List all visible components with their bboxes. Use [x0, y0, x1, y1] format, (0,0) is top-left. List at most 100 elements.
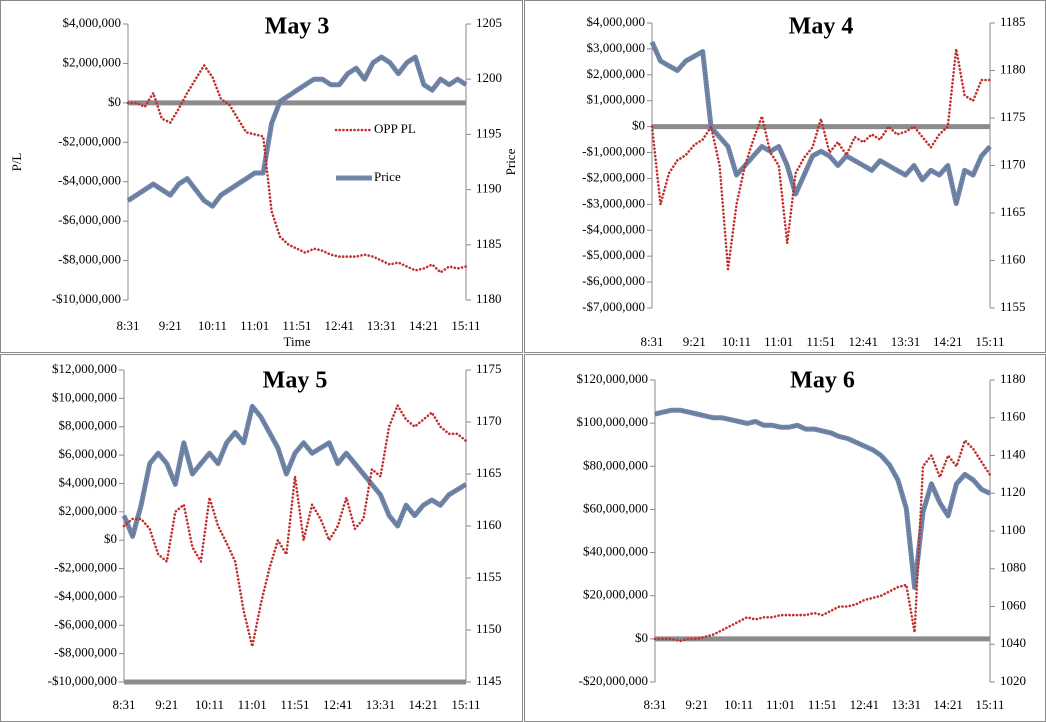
x-tick-label: 14:21 — [933, 697, 963, 712]
x-tick-label: 9:21 — [159, 318, 182, 333]
y-tick-label: $80,000,000 — [583, 457, 648, 472]
y-tick-label: $3,000,000 — [587, 40, 646, 55]
x-tick-label: 12:41 — [850, 697, 880, 712]
y-tick-label: $0 — [635, 630, 648, 645]
x-tick-label: 8:31 — [643, 697, 666, 712]
y2-tick-label: 1100 — [1000, 522, 1026, 537]
y-tick-label: -$10,000,000 — [52, 291, 121, 306]
y2-tick-label: 1040 — [1000, 635, 1026, 650]
x-tick-label: 12:41 — [323, 697, 353, 712]
y2-tick-label: 1180 — [1000, 61, 1026, 76]
y2-tick-label: 1205 — [476, 15, 502, 30]
y2-tick-label: 1175 — [476, 361, 502, 376]
y-tick-label: -$6,000,000 — [58, 212, 121, 227]
x-tick-label: 11:51 — [808, 697, 837, 712]
x-tick-label: 11:01 — [766, 697, 795, 712]
y-tick-label: $6,000,000 — [59, 446, 118, 461]
y-tick-label: $100,000,000 — [577, 414, 649, 429]
series-line-hatch — [651, 41, 991, 204]
y-tick-label: -$2,000,000 — [582, 169, 645, 184]
y-tick-label: $4,000,000 — [59, 474, 118, 489]
y-tick-label: $40,000,000 — [583, 544, 648, 559]
y2-tick-label: 1175 — [1000, 109, 1026, 124]
x-tick-label: 13:31 — [891, 334, 921, 349]
panel — [524, 354, 1046, 722]
y2-tick-label: 1145 — [476, 673, 502, 688]
x-tick-label: 11:01 — [764, 334, 793, 349]
x-tick-label: 8:31 — [112, 697, 135, 712]
x-tick-label: 11:51 — [280, 697, 309, 712]
y-tick-label: $0 — [104, 531, 117, 546]
y-tick-label: -$4,000,000 — [54, 588, 117, 603]
x-tick-label: 10:11 — [195, 697, 224, 712]
x-tick-label: 10:11 — [198, 318, 227, 333]
y2-tick-label: 1080 — [1000, 560, 1026, 575]
x-tick-label: 13:31 — [366, 697, 396, 712]
chart-title: May 3 — [265, 14, 330, 40]
x-tick-label: 14:21 — [409, 318, 439, 333]
x-tick-label: 11:01 — [238, 697, 267, 712]
y2-tick-label: 1185 — [476, 236, 502, 251]
y-tick-label: $20,000,000 — [583, 587, 648, 602]
series-line — [122, 404, 468, 648]
y-tick-label: -$2,000,000 — [58, 133, 121, 148]
y-axis-label: P/L — [9, 153, 24, 172]
y2-tick-label: 1155 — [476, 569, 502, 584]
y2-tick-label: 1020 — [1000, 673, 1026, 688]
y-tick-label: -$5,000,000 — [582, 247, 645, 262]
x-tick-label: 10:11 — [724, 697, 753, 712]
y2-tick-label: 1190 — [476, 181, 502, 196]
y-tick-label: -$6,000,000 — [54, 616, 117, 631]
series-line-hatch — [654, 409, 991, 588]
y-tick-label: $8,000,000 — [59, 418, 118, 433]
panel — [0, 0, 523, 353]
y2-tick-label: 1140 — [1000, 446, 1026, 461]
y-tick-label: -$10,000,000 — [48, 673, 117, 688]
y-tick-label: -$7,000,000 — [582, 299, 645, 314]
y-tick-label: -$1,000,000 — [582, 144, 645, 159]
y-tick-label: $1,000,000 — [587, 92, 646, 107]
y-tick-label: -$20,000,000 — [579, 673, 648, 688]
y-tick-label: $4,000,000 — [63, 15, 122, 30]
y-tick-label: $120,000,000 — [577, 371, 649, 386]
x-tick-label: 11:51 — [282, 318, 311, 333]
y2-tick-label: 1180 — [1000, 371, 1026, 386]
y2-tick-label: 1160 — [1000, 409, 1026, 424]
y-tick-label: -$2,000,000 — [54, 560, 117, 575]
y2-tick-label: 1170 — [476, 413, 502, 428]
series-line — [126, 64, 468, 274]
x-tick-label: 15:11 — [975, 697, 1004, 712]
y-tick-label: $10,000,000 — [52, 389, 117, 404]
x-tick-label: 13:31 — [891, 697, 921, 712]
x-tick-label: 14:21 — [408, 697, 438, 712]
y2-tick-label: 1170 — [1000, 156, 1026, 171]
y-tick-label: $0 — [632, 118, 645, 133]
x-tick-label: 14:21 — [933, 334, 963, 349]
y-tick-label: $0 — [108, 94, 121, 109]
x-tick-label: 11:01 — [240, 318, 269, 333]
y2-tick-label: 1165 — [1000, 204, 1026, 219]
series-line — [126, 54, 468, 209]
y2-tick-label: 1150 — [476, 621, 502, 636]
x-tick-label: 8:31 — [640, 334, 663, 349]
x-tick-label: 12:41 — [324, 318, 354, 333]
series-line — [650, 47, 992, 271]
y2-tick-label: 1160 — [476, 517, 502, 532]
y2-tick-label: 1160 — [1000, 251, 1026, 266]
x-tick-label: 8:31 — [116, 318, 139, 333]
y-tick-label: -$8,000,000 — [58, 252, 121, 267]
x-tick-label: 9:21 — [685, 697, 708, 712]
y2-tick-label: 1185 — [1000, 14, 1026, 29]
y-tick-label: -$4,000,000 — [58, 173, 121, 188]
series-line — [649, 40, 992, 206]
y-tick-label: -$4,000,000 — [582, 221, 645, 236]
series-line — [654, 407, 992, 591]
y2-axis-label: Price — [503, 148, 518, 175]
y2-tick-label: 1120 — [1000, 484, 1026, 499]
y2-tick-label: 1200 — [476, 70, 502, 85]
chart-title: May 4 — [789, 14, 854, 40]
y-tick-label: $2,000,000 — [59, 503, 118, 518]
legend-label: OPP PL — [374, 121, 416, 136]
y-tick-label: -$6,000,000 — [582, 273, 645, 288]
chart-title: May 5 — [263, 368, 328, 394]
